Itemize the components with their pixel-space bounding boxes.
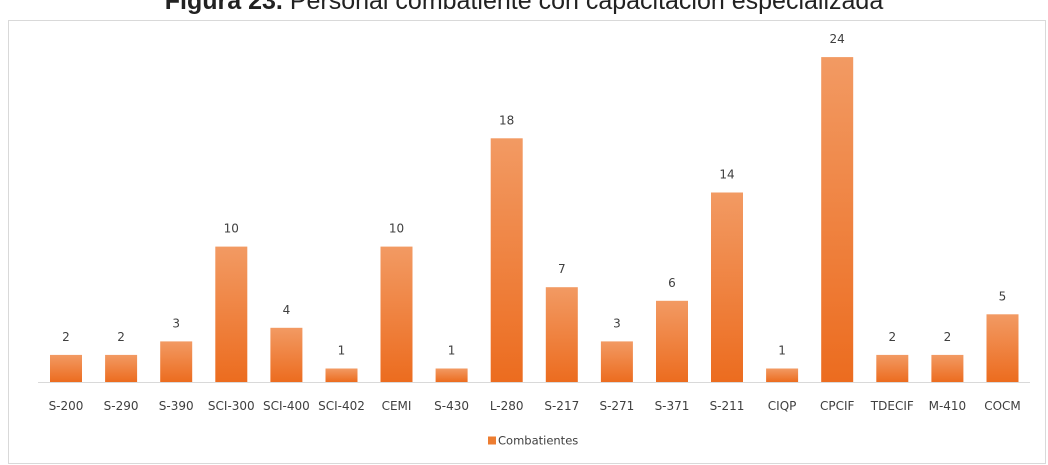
x-tick-label-m-410: M-410 — [929, 399, 967, 413]
bars-group — [50, 57, 1019, 382]
x-tick-label-s-430: S-430 — [434, 399, 469, 413]
data-label-s-390: 3 — [172, 316, 180, 330]
data-label-sci-300: 10 — [224, 222, 239, 236]
bar-s-211[interactable] — [711, 192, 743, 383]
bar-s-271[interactable] — [600, 341, 633, 382]
data-label-s-371: 6 — [668, 276, 676, 290]
data-label-s-211: 14 — [719, 168, 734, 182]
bar-s-290[interactable] — [105, 354, 138, 382]
x-tick-label-cemi: CEMI — [382, 399, 412, 413]
chart-title-text: Personal combatiente con capacitación es… — [289, 0, 884, 15]
data-label-s-290: 2 — [117, 330, 125, 344]
chart-title: Figura 23. Personal combatiente con capa… — [0, 0, 1048, 16]
data-label-s-200: 2 — [62, 330, 70, 344]
bar-s-200[interactable] — [50, 354, 82, 382]
x-tick-label-tdecif: TDECIF — [870, 399, 914, 413]
data-label-sci-402: 1 — [338, 344, 346, 358]
x-tick-label-s-371: S-371 — [655, 399, 690, 413]
data-label-s-271: 3 — [613, 316, 621, 330]
x-tick-label-sci-300: SCI-300 — [208, 399, 255, 413]
x-tick-label-s-200: S-200 — [49, 399, 84, 413]
data-label-cpcif: 24 — [830, 32, 845, 46]
bar-l-280[interactable] — [490, 138, 523, 382]
chart-title-number: Figura 23. — [164, 0, 283, 15]
bar-sci-402[interactable] — [325, 368, 358, 383]
data-label-m-410: 2 — [944, 330, 952, 344]
bar-m-410[interactable] — [931, 354, 964, 382]
x-tick-label-sci-400: SCI-400 — [263, 399, 310, 413]
chart-frame — [8, 20, 1046, 464]
data-label-tdecif: 2 — [888, 330, 896, 344]
x-tick-label-l-280: L-280 — [490, 399, 524, 413]
bar-cemi[interactable] — [380, 246, 413, 382]
data-label-l-280: 18 — [499, 113, 514, 127]
data-label-cemi: 10 — [389, 222, 404, 236]
bar-tdecif[interactable] — [876, 354, 909, 382]
bar-s-217[interactable] — [545, 287, 578, 382]
data-label-sci-400: 4 — [283, 303, 291, 317]
x-tick-label-cpcif: CPCIF — [820, 399, 855, 413]
bar-ciqp[interactable] — [766, 368, 799, 383]
x-tick-label-s-211: S-211 — [710, 399, 745, 413]
x-tick-label-ciqp: CIQP — [768, 399, 797, 413]
bar-s-371[interactable] — [656, 300, 688, 382]
bar-sci-400[interactable] — [270, 327, 303, 382]
bar-sci-300[interactable] — [215, 246, 248, 382]
bar-cpcif[interactable] — [821, 57, 854, 382]
x-tick-label-s-217: S-217 — [544, 399, 579, 413]
bar-s-390[interactable] — [160, 341, 193, 382]
data-label-s-430: 1 — [448, 344, 456, 358]
legend-swatch-combatientes — [488, 436, 496, 445]
bar-cocm[interactable] — [986, 314, 1019, 382]
x-tick-labels-group: S-200 S-290 S-390 SCI-300 SCI-400 SCI-402 CEMI… — [49, 399, 1021, 413]
x-tick-label-s-271: S-271 — [599, 399, 634, 413]
data-label-cocm: 5 — [999, 289, 1007, 303]
legend-label-combatientes: Combatientes — [498, 434, 578, 448]
legend[interactable]: Combatientes — [488, 434, 578, 448]
x-tick-label-sci-402: SCI-402 — [318, 399, 365, 413]
x-tick-label-s-290: S-290 — [104, 399, 139, 413]
data-label-ciqp: 1 — [778, 344, 786, 358]
data-labels-group: 2 2 3 10 4 1 10 1 18 7 3 6 14 1 24 2 2 5 — [62, 32, 1006, 357]
x-tick-label-cocm: COCM — [984, 399, 1021, 413]
x-tick-label-s-390: S-390 — [159, 399, 194, 413]
bar-s-430[interactable] — [435, 368, 468, 383]
data-label-s-217: 7 — [558, 262, 566, 276]
